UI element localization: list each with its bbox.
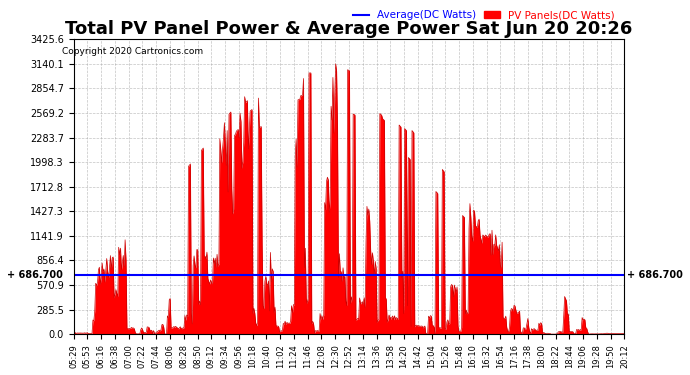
Text: + 686.700: + 686.700 [7,270,63,280]
Legend: Average(DC Watts), PV Panels(DC Watts): Average(DC Watts), PV Panels(DC Watts) [349,6,619,24]
Title: Total PV Panel Power & Average Power Sat Jun 20 20:26: Total PV Panel Power & Average Power Sat… [66,20,633,38]
Text: Copyright 2020 Cartronics.com: Copyright 2020 Cartronics.com [62,47,204,56]
Text: + 686.700: + 686.700 [627,270,683,280]
